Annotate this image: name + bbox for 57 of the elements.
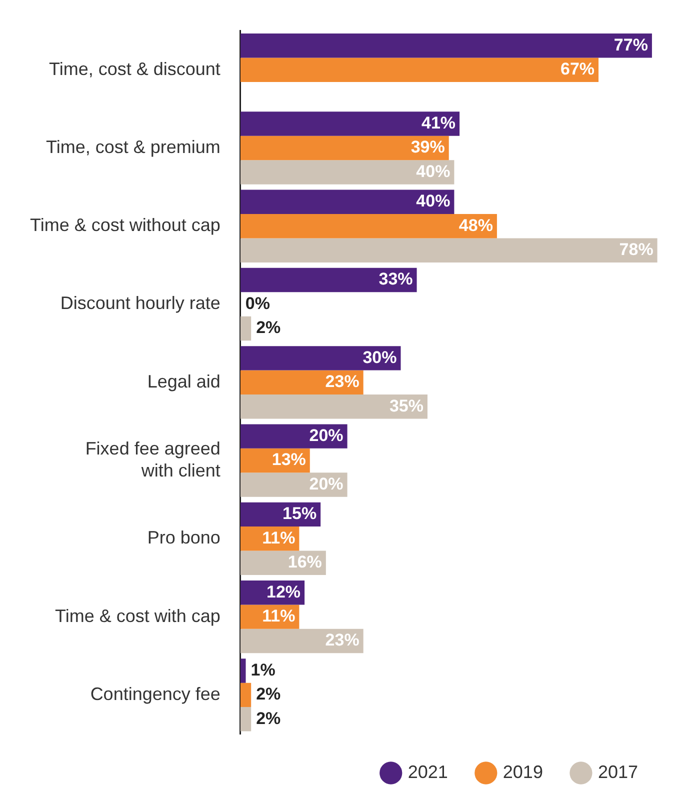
- legend-label: 2021: [408, 762, 448, 782]
- data-label: 11%: [262, 528, 296, 548]
- bar: [240, 658, 246, 683]
- data-label: 12%: [266, 582, 301, 602]
- data-label: 67%: [560, 60, 595, 79]
- data-label: 11%: [262, 606, 296, 626]
- data-label: 0%: [245, 294, 270, 313]
- bar: [240, 214, 497, 238]
- bar: [240, 346, 401, 370]
- data-label: 78%: [619, 240, 654, 260]
- data-label: 16%: [288, 552, 322, 572]
- y-tick-label: Discount hourly rate: [60, 293, 220, 314]
- y-tick-label: Time & cost with cap: [55, 606, 220, 626]
- data-label: 33%: [378, 270, 413, 289]
- data-label: 15%: [282, 504, 317, 524]
- y-tick-label: Time, cost & premium: [46, 136, 220, 157]
- data-label: 2%: [256, 708, 281, 728]
- bar: [240, 472, 348, 497]
- legend-label: 2019: [502, 762, 543, 782]
- bar: [240, 316, 252, 341]
- bar: [240, 370, 364, 395]
- bar: [240, 238, 658, 262]
- bar: [240, 136, 449, 160]
- data-label: 35%: [389, 396, 424, 416]
- bar: [240, 628, 364, 654]
- data-label: 1%: [250, 660, 276, 680]
- data-label: 30%: [362, 348, 397, 367]
- data-label: 40%: [416, 162, 450, 181]
- bar: [240, 34, 652, 58]
- data-label: 40%: [416, 192, 450, 211]
- data-label: 39%: [410, 138, 445, 157]
- data-label: 41%: [422, 113, 456, 132]
- data-label: 20%: [309, 426, 344, 445]
- bar: [240, 112, 460, 136]
- data-label: 23%: [325, 630, 360, 650]
- bar: [240, 707, 252, 732]
- data-label: 20%: [309, 474, 344, 494]
- y-tick-label: Time, cost & discount: [49, 58, 220, 79]
- bar: [240, 58, 599, 82]
- data-label: 23%: [325, 372, 360, 392]
- legend-label: 2017: [598, 762, 638, 782]
- y-tick-label: Pro bono: [147, 528, 220, 548]
- data-label: 2%: [256, 318, 281, 338]
- bar: [240, 160, 454, 184]
- data-label: 2%: [256, 684, 281, 704]
- bar: [240, 394, 428, 419]
- data-label: 48%: [458, 216, 493, 235]
- bar: [240, 682, 252, 708]
- data-label: 77%: [614, 35, 648, 54]
- data-label: 13%: [272, 450, 306, 470]
- bar: [240, 424, 348, 448]
- y-tick-label: Fixed fee agreed with client: [85, 438, 220, 480]
- y-tick-label: Time & cost without cap: [30, 215, 220, 236]
- bar: [240, 268, 417, 292]
- bar: [240, 190, 454, 214]
- y-tick-label: Legal aid: [147, 371, 220, 392]
- y-tick-label: Contingency fee: [90, 684, 220, 704]
